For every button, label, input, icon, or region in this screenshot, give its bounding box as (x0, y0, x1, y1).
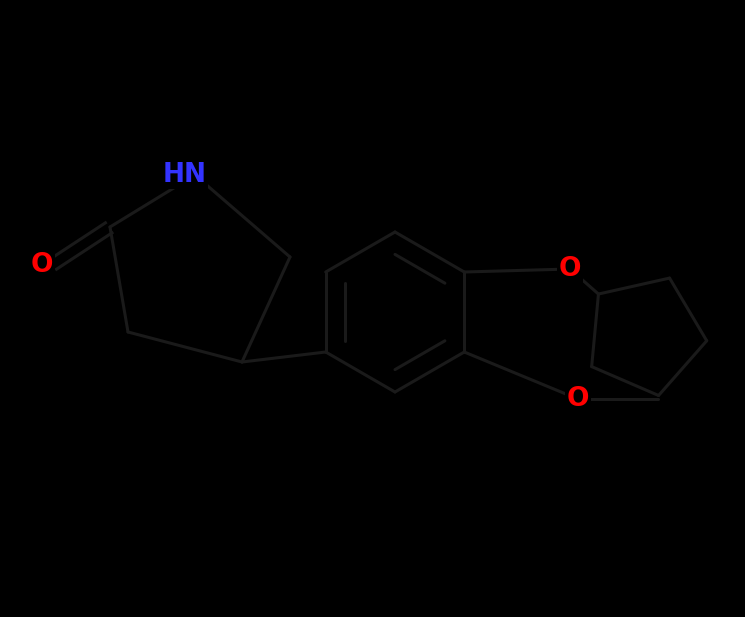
Text: O: O (567, 386, 589, 412)
Text: O: O (559, 256, 581, 282)
Text: HN: HN (163, 162, 207, 188)
Text: O: O (31, 252, 53, 278)
